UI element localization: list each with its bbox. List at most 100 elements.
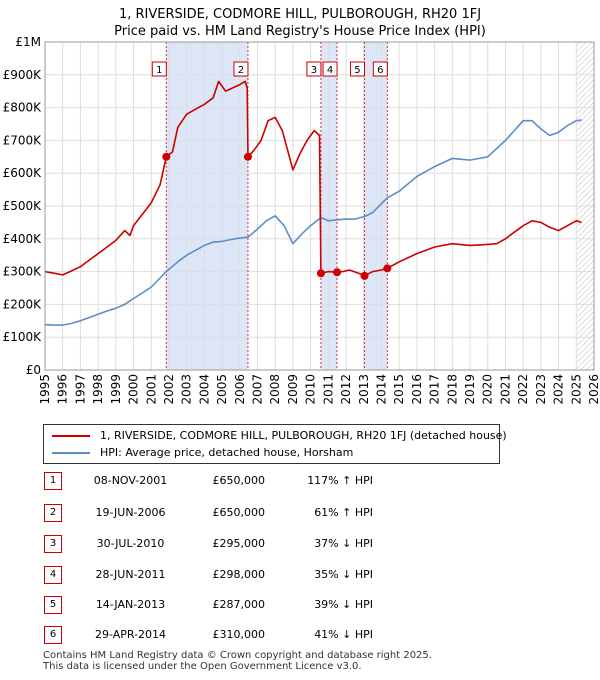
table-row: 2 19-JUN-2006 £650,000 61% ↑ HPI <box>43 504 493 522</box>
sale-number-badge: 2 <box>44 504 62 522</box>
y-tick-label: £700K <box>3 133 43 147</box>
sale-price: £298,000 <box>212 568 266 581</box>
y-tick-label: £1M <box>15 35 41 49</box>
sale-number-badge: 5 <box>44 596 62 614</box>
x-tick-label: 2011 <box>321 374 335 405</box>
sale-marker <box>383 264 392 273</box>
x-tick-label: 2000 <box>127 374 141 405</box>
sale-hpi-diff: 35% ↓ HPI <box>314 568 373 581</box>
table-row: 4 28-JUN-2011 £298,000 35% ↓ HPI <box>43 566 493 584</box>
x-tick-label: 2012 <box>339 374 353 405</box>
sale-hpi-diff: 39% ↓ HPI <box>314 598 373 611</box>
x-tick-label: 2022 <box>516 374 530 405</box>
x-tick-label: 2004 <box>197 374 211 405</box>
table-row: 6 29-APR-2014 £310,000 41% ↓ HPI <box>43 626 493 644</box>
x-tick-label: 2013 <box>357 374 371 405</box>
sale-number-badge: 4 <box>44 566 62 584</box>
table-row: 3 30-JUL-2010 £295,000 37% ↓ HPI <box>43 535 493 553</box>
series-lines <box>44 80 582 326</box>
sale-hpi-diff: 117% ↑ HPI <box>307 474 373 487</box>
sale-date: 29-APR-2014 <box>94 628 167 641</box>
legend-label-hpi: HPI: Average price, detached house, Hors… <box>100 446 354 459</box>
x-tick-label: 2021 <box>498 374 512 405</box>
sale-marker <box>243 152 252 161</box>
sale-marker <box>162 152 171 161</box>
sale-number-box <box>322 61 338 77</box>
x-tick-label: 2026 <box>587 374 600 405</box>
sale-date: 08-NOV-2001 <box>93 474 168 487</box>
x-tick-label: 2019 <box>463 374 477 405</box>
footer: Contains HM Land Registry data © Crown c… <box>43 650 432 672</box>
sale-number-label: 6 <box>377 65 383 76</box>
sale-number-label: 2 <box>238 65 244 76</box>
sale-number-box <box>349 61 365 77</box>
x-tick-label: 2025 <box>569 374 583 405</box>
legend-blue-line <box>52 452 90 454</box>
y-axis-tick-labels: £0 £100K £200K £300K £400K £500K £600K £700K £80… <box>3 35 43 377</box>
legend-label-property: 1, RIVERSIDE, CODMORE HILL, PULBOROUGH, … <box>100 429 507 442</box>
x-tick-label: 2008 <box>268 374 282 405</box>
x-tick-label: 2018 <box>445 374 459 405</box>
footer-line1: Contains HM Land Registry data © Crown c… <box>43 650 432 661</box>
plot-frame <box>44 41 595 371</box>
x-tick-label: 2023 <box>534 374 548 405</box>
sale-marker <box>333 268 342 277</box>
sale-date: 30-JUL-2010 <box>96 537 165 550</box>
x-tick-label: 2017 <box>428 374 442 405</box>
y-tick-label: £800K <box>3 101 43 115</box>
sale-date: 19-JUN-2006 <box>95 506 166 519</box>
sale-price: £287,000 <box>212 598 266 611</box>
sale-number-label: 5 <box>354 65 360 76</box>
sale-date: 28-JUN-2011 <box>95 568 166 581</box>
sale-hpi-diff: 41% ↓ HPI <box>314 628 373 641</box>
y-tick-label: £600K <box>3 166 43 180</box>
footer-line2: This data is licensed under the Open Gov… <box>43 661 362 672</box>
sale-hpi-diff: 61% ↑ HPI <box>314 506 373 519</box>
sale-marker <box>360 271 369 280</box>
sale-marker <box>316 269 325 278</box>
sale-number-box <box>306 61 322 77</box>
y-tick-label: £300K <box>3 265 43 279</box>
x-tick-label: 1999 <box>109 374 123 405</box>
x-tick-label: 1998 <box>91 374 105 405</box>
sale-number-label: 3 <box>311 65 317 76</box>
y-tick-label: £100K <box>3 330 43 344</box>
sale-number-label: 1 <box>156 65 162 76</box>
sale-number-badge: 1 <box>44 472 62 490</box>
legend-red-line <box>52 435 90 437</box>
sale-number-label: 4 <box>327 65 333 76</box>
table-row: 5 14-JAN-2013 £287,000 39% ↓ HPI <box>43 596 493 614</box>
sale-price: £650,000 <box>212 474 266 487</box>
x-tick-label: 1996 <box>56 374 70 405</box>
sale-hpi-diff: 37% ↓ HPI <box>314 537 373 550</box>
property-price-line <box>44 80 582 277</box>
legend: 1, RIVERSIDE, CODMORE HILL, PULBOROUGH, … <box>43 424 507 464</box>
hpi-line <box>44 119 582 326</box>
x-tick-label: 2006 <box>233 374 247 405</box>
x-tick-label: 2001 <box>144 374 158 405</box>
y-tick-label: £0 <box>26 363 41 377</box>
x-axis-tick-labels: 1995 1996 1997 1998 1999 2000 2001 2002 2003 2004… <box>38 374 600 405</box>
x-tick-label: 2010 <box>304 374 318 405</box>
chart-title-line2: Price paid vs. HM Land Registry's House … <box>114 24 486 39</box>
y-tick-label: £500K <box>3 199 43 213</box>
x-tick-label: 1997 <box>73 374 87 405</box>
y-tick-label: £200K <box>3 297 43 311</box>
x-tick-label: 2002 <box>162 374 176 405</box>
x-tick-label: 2020 <box>481 374 495 405</box>
sale-price: £310,000 <box>212 628 266 641</box>
x-tick-label: 2003 <box>180 374 194 405</box>
sale-number-box <box>372 61 388 77</box>
sale-date: 14-JAN-2013 <box>95 598 166 611</box>
x-tick-label: 2016 <box>410 374 424 405</box>
x-tick-label: 2014 <box>374 374 388 405</box>
y-tick-label: £900K <box>3 68 43 82</box>
chart-title: 1, RIVERSIDE, CODMORE HILL, PULBOROUGH, … <box>0 6 600 40</box>
sale-number-badge: 6 <box>44 626 62 644</box>
y-tick-label: £400K <box>3 232 43 246</box>
sale-number-box <box>151 61 167 77</box>
sale-date-lines <box>165 42 388 370</box>
x-tick-label: 2024 <box>552 374 566 405</box>
x-tick-label: 2005 <box>215 374 229 405</box>
